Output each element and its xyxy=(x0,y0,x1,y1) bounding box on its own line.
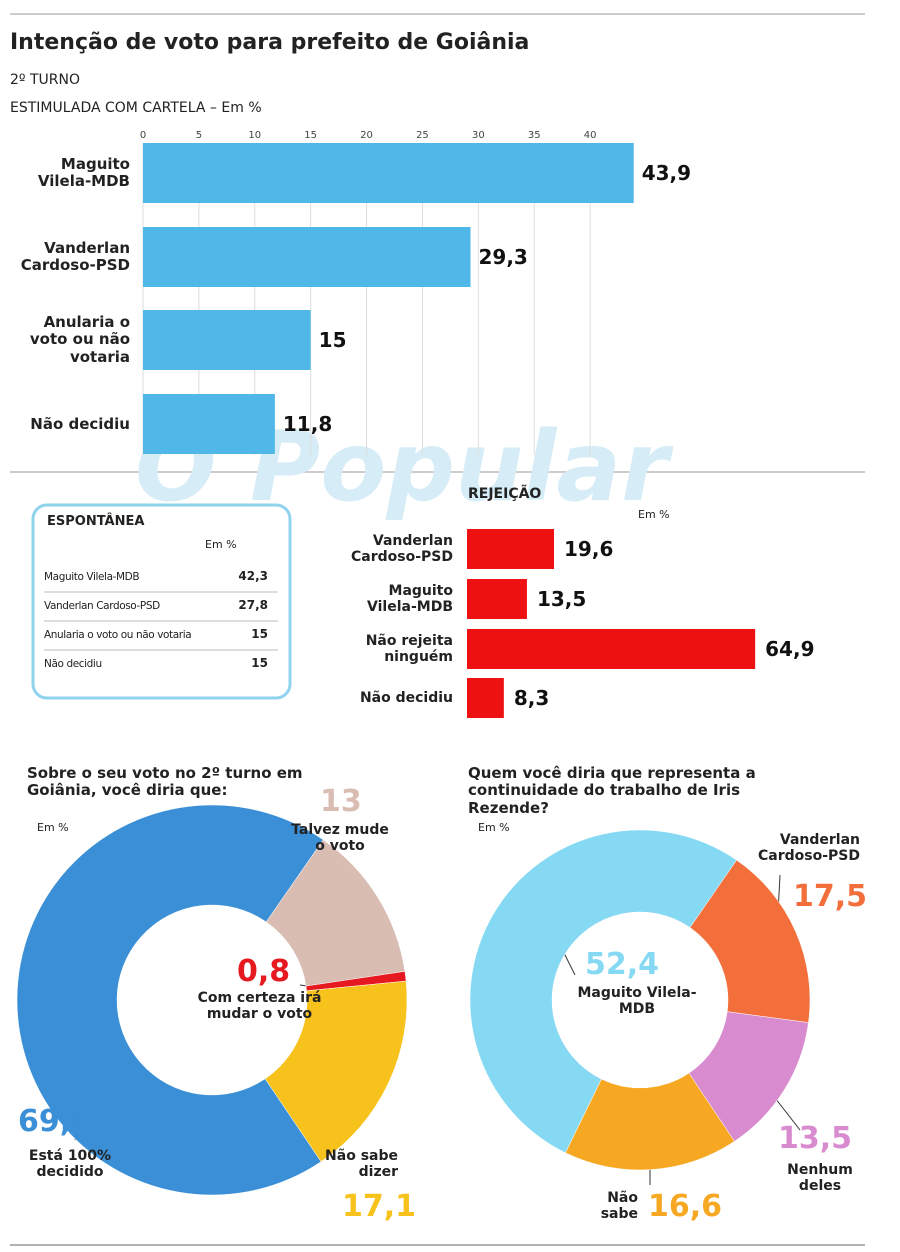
bar xyxy=(143,310,311,370)
x-tick-label: 30 xyxy=(472,130,485,141)
category-label: Maguito Vilela-MDB xyxy=(37,154,130,190)
slice-value: 17,5 xyxy=(793,879,868,914)
value-label: 64,9 xyxy=(765,637,814,661)
bar xyxy=(467,678,504,718)
bar xyxy=(143,227,471,287)
slice-label: Vanderlan Cardoso-PSD xyxy=(758,832,860,865)
chart-title: REJEIÇÃO xyxy=(468,486,542,502)
donut-slice xyxy=(565,1072,735,1171)
category-label: Anularia o voto ou não votaria xyxy=(29,313,130,366)
x-tick-label: 40 xyxy=(584,130,597,141)
slice-label: Nenhum deles xyxy=(787,1162,853,1195)
value-label: 29,3 xyxy=(479,245,528,269)
row-value: 15 xyxy=(251,656,268,670)
slice-value: 52,4 xyxy=(585,947,660,982)
row-label: Vanderlan Cardoso-PSD xyxy=(44,600,160,612)
slice-value: 69,1 xyxy=(18,1104,93,1139)
value-label: 8,3 xyxy=(514,686,549,710)
slice-label: Com certeza irá mudar o voto xyxy=(197,990,322,1023)
slice-label: Maguito Vilela-MDB xyxy=(577,985,697,1018)
value-label: 43,9 xyxy=(642,161,691,185)
donut-slice xyxy=(264,980,408,1163)
chart-note: ESTIMULADA COM CARTELA – Em % xyxy=(10,100,262,116)
slice-label: Talvez mude o voto xyxy=(291,822,389,855)
chart-unit: Em % xyxy=(478,821,510,834)
chart-subtitle: 2º TURNO xyxy=(10,72,80,88)
x-tick-label: 20 xyxy=(360,130,373,141)
slice-label: Não sabe xyxy=(600,1190,638,1223)
row-value: 15 xyxy=(251,627,268,641)
slice-value: 13 xyxy=(320,784,362,819)
bar xyxy=(467,529,555,569)
category-label: Não decidiu xyxy=(30,414,130,433)
x-tick-label: 10 xyxy=(248,130,261,141)
row-label: Não decidiu xyxy=(44,658,102,670)
slice-value: 17,1 xyxy=(342,1189,417,1224)
value-label: 19,6 xyxy=(564,537,613,561)
value-label: 13,5 xyxy=(537,587,586,611)
donut-slice xyxy=(469,829,737,1154)
chart-unit: Em % xyxy=(37,821,69,834)
donut-slice xyxy=(16,804,324,1196)
bar xyxy=(143,394,275,454)
value-label: 11,8 xyxy=(283,412,332,436)
donut-slice xyxy=(689,859,811,1023)
x-tick-label: 15 xyxy=(304,130,317,141)
value-label: 15 xyxy=(319,328,347,352)
row-value: 42,3 xyxy=(238,569,268,583)
category-label: Vanderlan Cardoso-PSD xyxy=(20,238,130,274)
x-tick-label: 35 xyxy=(528,130,541,141)
chart-title: Intenção de voto para prefeito de Goiâni… xyxy=(10,30,530,55)
bar xyxy=(467,629,756,669)
bar xyxy=(467,579,527,619)
slice-label: Está 100% decidido xyxy=(28,1148,112,1181)
slice-label: Não sabe dizer xyxy=(325,1148,398,1181)
table-unit: Em % xyxy=(205,538,237,551)
row-value: 27,8 xyxy=(238,598,268,612)
chart-title: Sobre o seu voto no 2º turno em Goiânia,… xyxy=(27,764,303,800)
x-tick-label: 25 xyxy=(416,130,429,141)
slice-value: 13,5 xyxy=(778,1121,853,1156)
row-label: Anularia o voto ou não votaria xyxy=(44,629,192,641)
row-label: Maguito Vilela-MDB xyxy=(44,571,140,583)
x-tick-label: 0 xyxy=(140,130,146,141)
category-label: Vanderlan Cardoso-PSD xyxy=(351,533,453,566)
category-label: Não decidiu xyxy=(359,690,453,706)
table-title: ESPONTÂNEA xyxy=(47,514,145,529)
chart-title: Quem você diria que representa a continu… xyxy=(468,764,756,817)
x-tick-label: 5 xyxy=(196,130,202,141)
category-label: Não rejeita ninguém xyxy=(365,633,453,666)
category-label: Maguito Vilela-MDB xyxy=(367,583,453,616)
slice-value: 16,6 xyxy=(648,1189,723,1224)
chart-unit: Em % xyxy=(638,508,670,521)
bar xyxy=(143,143,634,203)
slice-value: 0,8 xyxy=(237,954,291,989)
